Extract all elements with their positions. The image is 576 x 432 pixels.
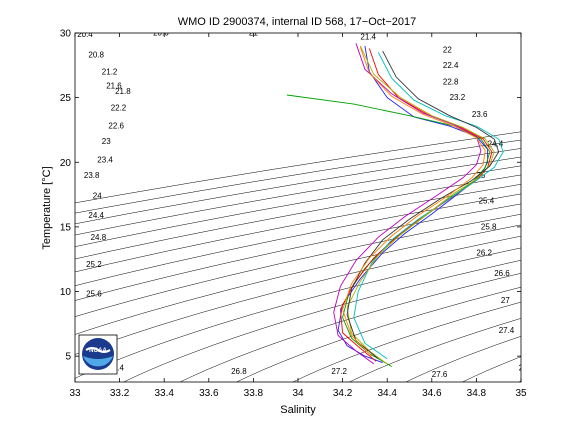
contour-label: 27.2 (331, 367, 347, 376)
density-contour (550, 20, 576, 395)
contour-label: 22 (443, 45, 452, 54)
contour-label: 25.2 (86, 260, 102, 269)
contour-label: 20.6 (153, 29, 169, 38)
contour-label: 26.2 (476, 248, 492, 257)
y-tick-label: 5 (65, 352, 71, 363)
density-contour (348, 318, 521, 382)
y-tick-label: 30 (60, 29, 72, 40)
density-contour (179, 273, 521, 382)
profile-line (353, 52, 504, 360)
profile-line (333, 43, 482, 365)
contour-label: 21.8 (115, 87, 131, 96)
x-tick-label: 34 (292, 388, 304, 399)
density-contour (75, 174, 521, 260)
density-contour (75, 156, 521, 236)
contour-label: 27.6 (432, 370, 448, 379)
contour-label: 23.6 (472, 110, 488, 119)
contour-label: 21.4 (360, 33, 376, 42)
y-axis: 5 10 15 20 25 30 (60, 29, 521, 363)
contour-label: 22.6 (108, 122, 124, 131)
density-contour (235, 286, 521, 382)
profile-line (346, 50, 500, 360)
x-tick-label: 35 (515, 388, 527, 399)
contour-label: 25.8 (481, 223, 497, 232)
x-tick-label: 33.8 (244, 388, 264, 399)
x-axis-label: Salinity (280, 404, 316, 416)
x-tick-label: 34.6 (422, 388, 442, 399)
contour-label: 26.6 (494, 269, 510, 278)
y-tick-label: 15 (60, 222, 72, 233)
contour-label: 22.8 (443, 78, 459, 87)
contour-label: 23.8 (84, 171, 100, 180)
noaa-logo: NOAA (78, 334, 118, 375)
contour-label: 24.8 (91, 233, 107, 242)
contour-label: 23.4 (97, 155, 113, 164)
contour-label: 20.4 (77, 30, 93, 39)
x-tick-label: 33.4 (154, 388, 174, 399)
density-contour (292, 301, 521, 382)
chart-title: WMO ID 2900374, internal ID 568, 17−Oct−… (178, 16, 416, 28)
x-tick-label: 34.8 (467, 388, 487, 399)
y-axis-label: Temperature [°C] (41, 166, 53, 249)
x-tick-label: 33.2 (110, 388, 130, 399)
contour-label: 23 (102, 137, 111, 146)
y-tick-label: 25 (60, 93, 72, 104)
y-tick-label: 20 (60, 158, 72, 169)
density-contour (122, 259, 521, 382)
contour-label: 21.6 (106, 82, 122, 91)
density-contour-labels: 20.4 20.6 2120.821.221.621.822.222.62323.4… (77, 29, 528, 379)
contour-label: 27.4 (499, 326, 515, 335)
density-contour (75, 247, 521, 379)
contour-label: 27 (519, 363, 528, 372)
contour-label: 25.4 (479, 197, 495, 206)
density-contour (75, 148, 521, 225)
x-tick-label: 34.2 (333, 388, 353, 399)
contour-label: 24 (93, 192, 102, 201)
density-contour (75, 224, 521, 335)
density-contour (75, 193, 521, 287)
noaa-logo-text: NOAA (89, 348, 107, 354)
contour-label: 27 (501, 296, 510, 305)
y-tick-label: 10 (60, 287, 72, 298)
contour-label: 22.4 (443, 61, 459, 70)
contour-label: 26.8 (231, 367, 247, 376)
x-tick-label: 33 (69, 388, 81, 399)
contour-label: 22.2 (111, 104, 127, 113)
density-contour (75, 235, 521, 355)
contour-label: 23.2 (450, 93, 466, 102)
density-contour (75, 165, 521, 247)
density-contour (75, 139, 521, 214)
x-tick-label: 34.4 (377, 388, 397, 399)
profile-lines (286, 43, 504, 367)
contour-label: 24.4 (88, 211, 104, 220)
x-axis: 33 33.2 33.4 33.6 33.8 34 34.2 34.4 34.6 34.8 35 (69, 33, 527, 399)
density-contours (75, 20, 576, 395)
density-contour (75, 184, 521, 273)
contour-label: 20.8 (88, 51, 104, 60)
density-contour (75, 203, 521, 301)
x-tick-label: 33.6 (199, 388, 219, 399)
contour-label: 21.2 (102, 67, 118, 76)
contour-label: 25.6 (86, 290, 102, 299)
profile-line (342, 47, 486, 357)
